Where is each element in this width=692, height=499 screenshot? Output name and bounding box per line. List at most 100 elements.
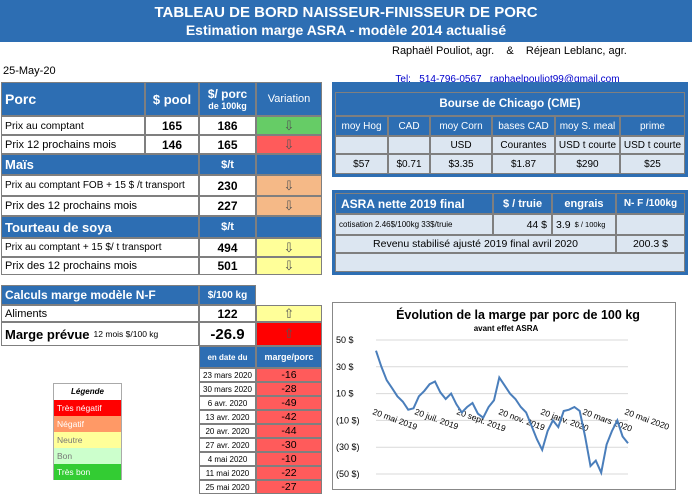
report-date: 25-May-20: [3, 65, 56, 77]
mais-section-label: Maïs: [1, 154, 199, 175]
asra-nf-empty: [616, 214, 685, 235]
cme-unit: Courantes: [492, 136, 555, 154]
porc-row-label: Prix 12 prochains mois: [1, 135, 145, 154]
soya-row-value: 494: [199, 238, 256, 257]
cme-unit: USD t courte: [555, 136, 620, 154]
mais-unit-header: $/t: [199, 154, 256, 175]
asra-blank-row: [335, 253, 685, 272]
chart-subtitle: avant effet ASRA: [474, 324, 539, 333]
marge-sub: 12 mois $/100 kg: [93, 329, 159, 339]
history-marge: -44: [256, 424, 322, 438]
legend-title: Légende: [71, 387, 104, 396]
down-arrow-icon: ⇩: [256, 257, 322, 275]
title-banner: TABLEAU DE BORD NAISSEUR-FINISSEUR DE PO…: [0, 0, 692, 42]
history-marge: -27: [256, 480, 322, 494]
history-date: 4 mai 2020: [199, 452, 256, 466]
asra-engrais-value: 3.9: [556, 218, 571, 231]
asra-revenu-value: 200.3 $: [616, 235, 685, 253]
margin-evolution-chart: Évolution de la marge par porc de 100 kg…: [332, 302, 676, 490]
cme-unit: USD: [430, 136, 492, 154]
cme-unit: [388, 136, 430, 154]
cme-header: bases CAD: [492, 116, 555, 136]
legend-item: Très négatif: [54, 400, 121, 416]
down-arrow-icon: ⇩: [256, 116, 322, 135]
porc-row-pool: 146: [145, 135, 199, 154]
history-marge: -42: [256, 410, 322, 424]
authors: Raphaël Pouliot, agr. & Réjean Leblanc, …: [392, 45, 627, 57]
up-arrow-icon: ⇧: [256, 305, 322, 322]
chart-y-tick-label: (50 $): [336, 469, 360, 479]
history-date-header: en date du: [199, 346, 256, 368]
porc-pool-header: $ pool: [145, 82, 199, 116]
mais-row-label: Prix des 12 prochains mois: [1, 196, 199, 216]
cme-header: moy Corn: [430, 116, 492, 136]
history-date: 6 avr. 2020: [199, 396, 256, 410]
cme-value: $25: [620, 154, 685, 174]
porc-section-label: Porc: [1, 82, 145, 116]
chart-series-line: [375, 350, 629, 477]
marge-label-cell: Marge prévue 12 mois $/100 kg: [1, 322, 199, 346]
soya-row-label: Prix des 12 prochains mois: [1, 257, 199, 275]
cme-unit: USD t courte: [620, 136, 685, 154]
asra-title: ASRA nette 2019 final: [335, 193, 493, 214]
asra-nf-header: N- F /100kg: [616, 193, 685, 214]
asra-engrais-cell: 3.9 $ / 100kg: [552, 214, 616, 235]
cme-value: $1.87: [492, 154, 555, 174]
porc-porc-header-l1: $/ porc: [207, 87, 248, 101]
history-date: 13 avr. 2020: [199, 410, 256, 424]
title-line1: TABLEAU DE BORD NAISSEUR-FINISSEUR DE PO…: [154, 4, 538, 21]
asra-engrais-unit: $ / 100kg: [574, 220, 606, 229]
soya-row-value: 501: [199, 257, 256, 275]
porc-porc-header: $/ porc de 100kg: [199, 82, 256, 116]
history-marge: -49: [256, 396, 322, 410]
aliments-label: Aliments: [1, 305, 199, 322]
legend-item: Très bon: [54, 464, 121, 480]
chart-y-tick-label: 10 $: [336, 389, 354, 399]
soya-unit-header: $/t: [199, 216, 256, 238]
chart-title: Évolution de la marge par porc de 100 kg: [396, 307, 640, 322]
history-marge: -30: [256, 438, 322, 452]
asra-truie-value: 44 $: [493, 214, 552, 235]
legend-box: Légende Très négatif Négatif Neutre Bon Très…: [53, 383, 122, 480]
contact-label: Tel:: [395, 74, 411, 85]
soya-section-label: Tourteau de soya: [1, 216, 199, 238]
down-arrow-icon: ⇩: [256, 135, 322, 154]
mais-row-value: 230: [199, 175, 256, 196]
porc-row-porc: 186: [199, 116, 256, 135]
marge-value: -26.9: [199, 322, 256, 346]
soya-row-label: Prix au comptant + 15 $/ t transport: [1, 238, 199, 257]
cme-header: prime: [620, 116, 685, 136]
legend-item: Neutre: [54, 432, 121, 448]
history-date: 11 mai 2020: [199, 466, 256, 480]
cme-unit: [335, 136, 388, 154]
history-date: 23 mars 2020: [199, 368, 256, 382]
contact-link[interactable]: Tel: 514-796-0567 raphaelpouliot99@gmail…: [390, 63, 620, 85]
history-marge: -28: [256, 382, 322, 396]
legend-items: Très négatif Négatif Neutre Bon Très bon: [54, 400, 121, 480]
mais-row-label: Prix au comptant FOB + 15 $ /t transport: [1, 175, 199, 196]
asra-revenu-label: Revenu stabilisé ajusté 2019 final avril…: [335, 235, 616, 253]
porc-variation-header: Variation: [256, 82, 322, 116]
aliments-value: 122: [199, 305, 256, 322]
contact-value: 514-796-0567 raphaelpouliot99@gmail.com: [419, 74, 620, 85]
chart-y-tick-label: 30 $: [336, 362, 354, 372]
up-arrow-icon: ⇧: [256, 322, 322, 346]
cme-header: CAD: [388, 116, 430, 136]
calculs-section-label: Calculs marge modèle N-F: [1, 285, 199, 305]
asra-engrais-header: engrais: [552, 193, 616, 214]
chart-frame: [332, 302, 676, 490]
mais-row-value: 227: [199, 196, 256, 216]
cme-value: $0.71: [388, 154, 430, 174]
legend-item: Bon: [54, 448, 121, 464]
history-date: 30 mars 2020: [199, 382, 256, 396]
cme-title: Bourse de Chicago (CME): [335, 92, 685, 116]
history-marge-header: marge/porc: [256, 346, 322, 368]
asra-truie-header: $ / truie: [493, 193, 552, 214]
marge-label: Marge prévue: [5, 326, 90, 342]
down-arrow-icon: ⇩: [256, 175, 322, 196]
porc-row-porc: 165: [199, 135, 256, 154]
cme-header: moy Hog: [335, 116, 388, 136]
porc-porc-header-l2: de 100kg: [208, 101, 247, 111]
cme-value: $57: [335, 154, 388, 174]
